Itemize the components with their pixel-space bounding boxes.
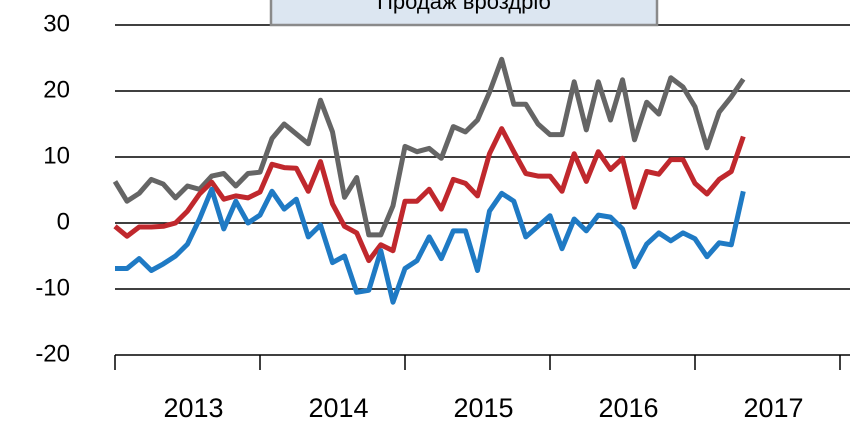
line-series [113,126,746,264]
x-tick-label: 2015 [453,393,513,423]
x-tick-label: 2017 [743,393,803,423]
y-tick-label: 30 [43,10,70,37]
x-tick-label: 2016 [598,393,658,423]
x-tick-label: 2014 [308,393,368,423]
y-tick-label: 20 [43,76,70,103]
y-tick-label: 0 [57,208,70,235]
line-series [112,56,746,238]
y-tick-label: 10 [43,142,70,169]
annotation-box [269,0,659,27]
y-tick-label: -10 [35,274,70,301]
annotation: Продаж вроздріб [377,0,551,14]
line-series [115,186,746,305]
x-tick-label: 2013 [163,393,223,423]
y-tick-label: -20 [35,340,70,367]
